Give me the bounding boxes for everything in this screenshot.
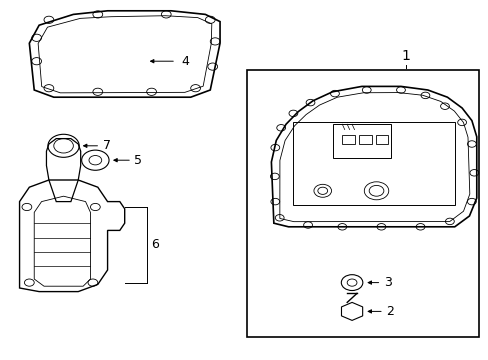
Text: 1: 1 [401,49,409,63]
Text: 3: 3 [383,276,391,289]
Bar [359,135,371,144]
Text: 4: 4 [181,55,188,68]
Bar [246,70,478,337]
Text: 7: 7 [102,139,110,152]
Text: 2: 2 [386,305,393,318]
Text: 5: 5 [134,154,142,167]
Bar [342,135,354,144]
Bar [375,135,387,144]
Text: 6: 6 [151,238,159,251]
